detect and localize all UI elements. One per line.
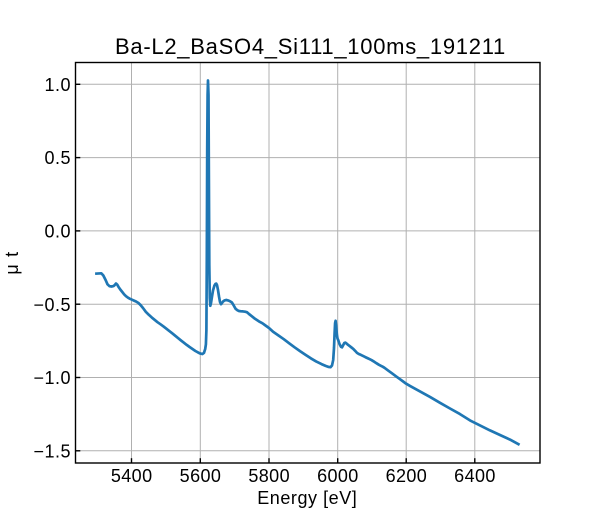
svg-text:−0.5: −0.5 xyxy=(33,295,71,315)
svg-text:−1.0: −1.0 xyxy=(33,368,71,388)
svg-text:0.0: 0.0 xyxy=(44,222,71,242)
svg-text:6000: 6000 xyxy=(317,466,359,486)
svg-text:−1.5: −1.5 xyxy=(33,441,71,461)
svg-text:5400: 5400 xyxy=(111,466,153,486)
svg-text:0.5: 0.5 xyxy=(44,148,71,168)
svg-text:Energy [eV]: Energy [eV] xyxy=(257,488,357,508)
svg-text:μ t: μ t xyxy=(2,251,22,275)
svg-text:1.0: 1.0 xyxy=(44,75,71,95)
svg-text:Ba-L2_BaSO4_Si111_100ms_191211: Ba-L2_BaSO4_Si111_100ms_191211 xyxy=(115,34,506,59)
svg-text:5800: 5800 xyxy=(248,466,290,486)
svg-text:5600: 5600 xyxy=(180,466,222,486)
svg-text:6200: 6200 xyxy=(386,466,428,486)
svg-text:6400: 6400 xyxy=(454,466,496,486)
